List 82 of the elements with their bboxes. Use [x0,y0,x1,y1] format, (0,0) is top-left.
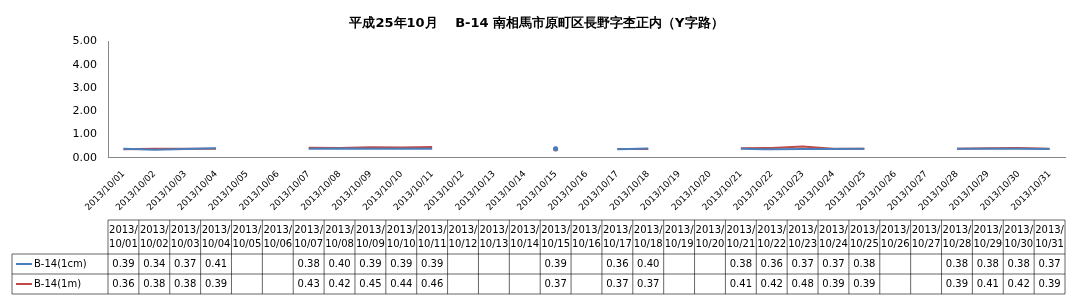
category-label: 2013/10/06 [263,223,293,249]
data-label: 0.37 [606,277,629,289]
y-tick-label: 1.00 [72,127,97,141]
data-label: 0.38 [297,257,320,269]
data-label: 0.34 [143,257,166,269]
category-label: 2013/10/18 [633,223,663,249]
data-label: 0.48 [791,277,814,289]
data-label: 0.38 [945,257,969,269]
category-label: 2013/10/12 [448,223,478,249]
data-label: 0.37 [1038,257,1061,269]
data-label: 0.38 [1007,257,1030,269]
data-label: 0.41 [204,257,228,269]
data-label: 0.42 [328,277,351,289]
legend-label: B-14(1m) [34,277,82,289]
category-label: 2013/10/19 [664,223,694,249]
y-tick-label: 4.00 [72,57,97,71]
data-label: 0.39 [421,257,444,269]
y-tick-label: 0.00 [72,150,97,164]
data-label: 0.38 [976,257,999,269]
data-label: 0.38 [174,277,197,289]
category-label: 2013/10/28 [942,223,972,249]
data-label: 0.40 [637,257,660,269]
category-label: 2013/10/14 [510,223,540,249]
data-label: 0.38 [143,277,166,289]
data-label: 0.42 [760,277,783,289]
category-label: 2013/10/05 [232,223,262,249]
data-label: 0.42 [1007,277,1030,289]
category-label: 2013/10/07 [294,223,324,249]
data-label: 0.37 [822,257,845,269]
category-label: 2013/10/23 [788,223,818,249]
category-label: 2013/10/09 [355,223,385,249]
data-label: 0.40 [328,257,351,269]
category-label: 2013/10/20 [695,223,725,249]
data-label: 0.37 [174,257,197,269]
category-label: 2013/10/26 [880,223,910,249]
y-tick-label: 3.00 [72,80,97,94]
data-label: 0.39 [1038,277,1061,289]
data-label: 0.36 [112,277,135,289]
data-label: 0.46 [421,277,444,289]
data-label: 0.37 [544,277,567,289]
category-label: 2013/10/13 [479,223,509,249]
data-label: 0.39 [945,277,969,289]
category-label: 2013/10/29 [973,223,1003,249]
category-label: 2013/10/27 [911,223,941,249]
data-label: 0.37 [791,257,814,269]
category-label: 2013/10/21 [726,223,756,249]
data-label: 0.38 [853,257,876,269]
data-label: 0.41 [729,277,752,289]
category-label: 2013/10/01 [109,223,138,249]
category-label: 2013/10/24 [819,223,848,249]
category-label: 2013/10/30 [1004,223,1034,249]
data-label: 0.41 [976,277,999,289]
category-label: 2013/10/11 [417,223,447,249]
chart-title: 平成25年10月 B-14 南相馬市原町区長野字杢正内（Y字路） [348,15,724,31]
category-label: 2013/10/15 [541,223,571,249]
data-label: 0.43 [297,277,320,289]
data-label: 0.44 [390,277,413,289]
category-label: 2013/10/22 [757,223,787,249]
data-label: 0.38 [729,257,752,269]
category-label: 2013/10/17 [602,223,632,249]
data-label: 0.39 [544,257,567,269]
data-label: 0.39 [112,257,135,269]
category-label: 2013/10/31 [1035,223,1064,249]
category-label: 2013/10/16 [572,223,601,249]
data-label: 0.36 [606,257,629,269]
data-label: 0.39 [853,277,876,289]
data-label: 0.39 [204,277,228,289]
category-label: 2013/10/04 [201,223,231,249]
data-label: 0.39 [359,257,382,269]
legend-label: B-14(1cm) [34,257,87,269]
category-label: 2013/10/03 [170,223,200,249]
data-label: 0.45 [359,277,382,289]
data-label: 0.39 [822,277,845,289]
data-label: 0.39 [390,257,413,269]
y-tick-label: 5.00 [72,34,97,48]
category-label: 2013/10/02 [139,223,169,249]
data-label: 0.37 [637,277,660,289]
category-label: 2013/10/08 [325,223,354,249]
data-label: 0.36 [760,257,783,269]
y-tick-label: 2.00 [72,104,97,118]
category-label: 2013/10/25 [849,223,879,249]
category-label: 2013/10/10 [386,223,416,249]
